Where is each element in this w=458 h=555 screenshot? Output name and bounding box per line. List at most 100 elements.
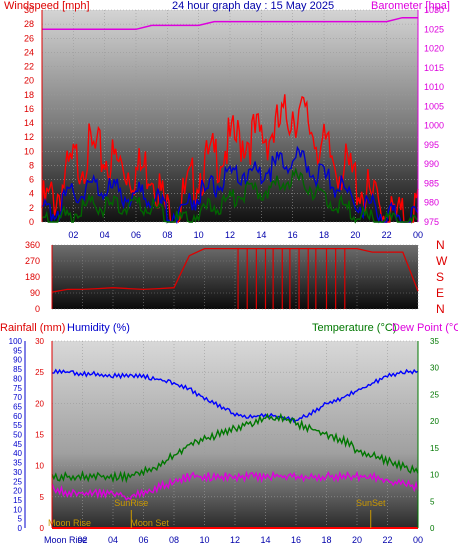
climate-x-tick: 10 <box>199 535 209 545</box>
chart-main-title: 24 hour graph day : 15 May 2025 <box>172 0 334 12</box>
temperature-y-tick: 30 <box>430 364 439 373</box>
direction-y-tick: 0 <box>35 304 40 314</box>
climate-x-tick: 12 <box>230 535 240 545</box>
humidity-y-tick: 65 <box>13 402 22 411</box>
compass-label: W <box>436 254 448 268</box>
wind-x-tick: 20 <box>350 230 360 240</box>
temperature-y-tick: 10 <box>430 471 439 480</box>
wind-x-tick: 06 <box>131 230 141 240</box>
moon-rise-label: Moon Rise <box>44 535 87 545</box>
wind-y-tick: 0 <box>29 217 34 227</box>
barometer-y-tick: 975 <box>424 217 439 227</box>
temperature-y-tick: 25 <box>430 390 439 399</box>
wind-y-tick: 24 <box>24 47 34 57</box>
climate-x-tick: 00 <box>413 535 423 545</box>
humidity-y-tick: 35 <box>13 459 22 468</box>
rainfall-axis-title: Rainfall (mm) <box>0 322 65 334</box>
wind-y-tick: 20 <box>24 76 34 86</box>
rainfall-y-tick: 5 <box>40 493 45 502</box>
humidity-y-tick: 60 <box>13 412 22 421</box>
wind-y-tick: 18 <box>24 90 34 100</box>
wind-y-tick: 22 <box>24 62 34 72</box>
humidity-y-tick: 90 <box>13 356 22 365</box>
compass-label: E <box>436 286 444 300</box>
wind-y-tick: 8 <box>29 160 34 170</box>
humidity-y-tick: 80 <box>13 374 22 383</box>
wind-x-tick: 14 <box>256 230 266 240</box>
wind-y-tick: 10 <box>24 146 34 156</box>
temperature-y-tick: 0 <box>430 524 435 533</box>
wind-x-tick: 22 <box>382 230 392 240</box>
moon-rise-inner-label: Moon Rise <box>48 518 91 528</box>
wind-y-tick: 28 <box>24 19 34 29</box>
humidity-y-tick: 20 <box>13 487 22 496</box>
humidity-line <box>52 368 419 424</box>
direction-y-tick: 180 <box>25 272 40 282</box>
rainfall-y-tick: 30 <box>35 337 44 346</box>
wind-x-tick: 10 <box>194 230 204 240</box>
humidity-axis-title: Humidity (%) <box>67 322 130 334</box>
temperature-y-tick: 20 <box>430 417 439 426</box>
climate-x-tick: 14 <box>260 535 270 545</box>
barometer-y-tick: 1030 <box>424 5 444 15</box>
direction-y-tick: 360 <box>25 240 40 250</box>
dewpoint-axis-title: Dew Point (°C <box>392 322 458 334</box>
compass-label: N <box>436 302 445 316</box>
wind-y-tick: 2 <box>29 203 34 213</box>
barometer-axis-title: Barometer [hpa] <box>371 0 450 12</box>
barometer-y-tick: 1020 <box>424 44 444 54</box>
humidity-y-tick: 30 <box>13 468 22 477</box>
compass-label: N <box>436 238 445 252</box>
direction-y-tick: 90 <box>30 288 40 298</box>
wind-x-tick: 08 <box>162 230 172 240</box>
climate-x-tick: 08 <box>169 535 179 545</box>
wind-average-line <box>41 145 419 225</box>
wind-y-tick: 12 <box>24 132 34 142</box>
wind-x-tick: 02 <box>68 230 78 240</box>
humidity-y-tick: 25 <box>13 477 22 486</box>
humidity-y-tick: 40 <box>13 449 22 458</box>
wind-y-tick: 4 <box>29 189 34 199</box>
sunset-label: SunSet <box>356 498 386 508</box>
humidity-y-tick: 85 <box>13 365 22 374</box>
barometer-y-tick: 1005 <box>424 101 444 111</box>
barometer-y-tick: 1015 <box>424 63 444 73</box>
temperature-y-tick: 35 <box>430 337 439 346</box>
wind-x-tick: 16 <box>288 230 298 240</box>
barometer-y-tick: 1025 <box>424 24 444 34</box>
wind-y-tick: 6 <box>29 175 34 185</box>
compass-label: S <box>436 270 444 284</box>
wind-x-tick: 00 <box>413 230 423 240</box>
climate-x-tick: 06 <box>138 535 148 545</box>
wind-x-tick: 18 <box>319 230 329 240</box>
temperature-y-tick: 15 <box>430 444 439 453</box>
wind-y-tick: 16 <box>24 104 34 114</box>
temperature-y-tick: 5 <box>430 497 435 506</box>
wind-x-tick: 04 <box>100 230 110 240</box>
wind-y-tick: 30 <box>24 5 34 15</box>
climate-x-tick: 02 <box>77 535 87 545</box>
barometer-y-tick: 995 <box>424 140 439 150</box>
humidity-y-tick: 5 <box>18 515 23 524</box>
rainfall-y-tick: 10 <box>35 462 44 471</box>
wind-x-tick: 12 <box>225 230 235 240</box>
dewpoint-line <box>51 470 419 501</box>
humidity-y-tick: 95 <box>13 346 22 355</box>
climate-x-tick: 16 <box>291 535 301 545</box>
wind-y-tick: 26 <box>24 33 34 43</box>
moon-set-label: Moon Set <box>130 518 169 528</box>
humidity-y-tick: 10 <box>13 505 22 514</box>
barometer-y-tick: 980 <box>424 198 439 208</box>
rainfall-y-tick: 15 <box>35 431 44 440</box>
barometer-y-tick: 1000 <box>424 121 444 131</box>
climate-x-tick: 04 <box>108 535 118 545</box>
humidity-y-tick: 0 <box>18 524 23 533</box>
sunrise-label: SunRise <box>114 498 148 508</box>
temperature-line <box>51 412 419 484</box>
barometer-y-tick: 1010 <box>424 82 444 92</box>
humidity-y-tick: 55 <box>13 421 22 430</box>
direction-y-tick: 270 <box>25 256 40 266</box>
wind-y-tick: 14 <box>24 118 34 128</box>
humidity-y-tick: 70 <box>13 393 22 402</box>
